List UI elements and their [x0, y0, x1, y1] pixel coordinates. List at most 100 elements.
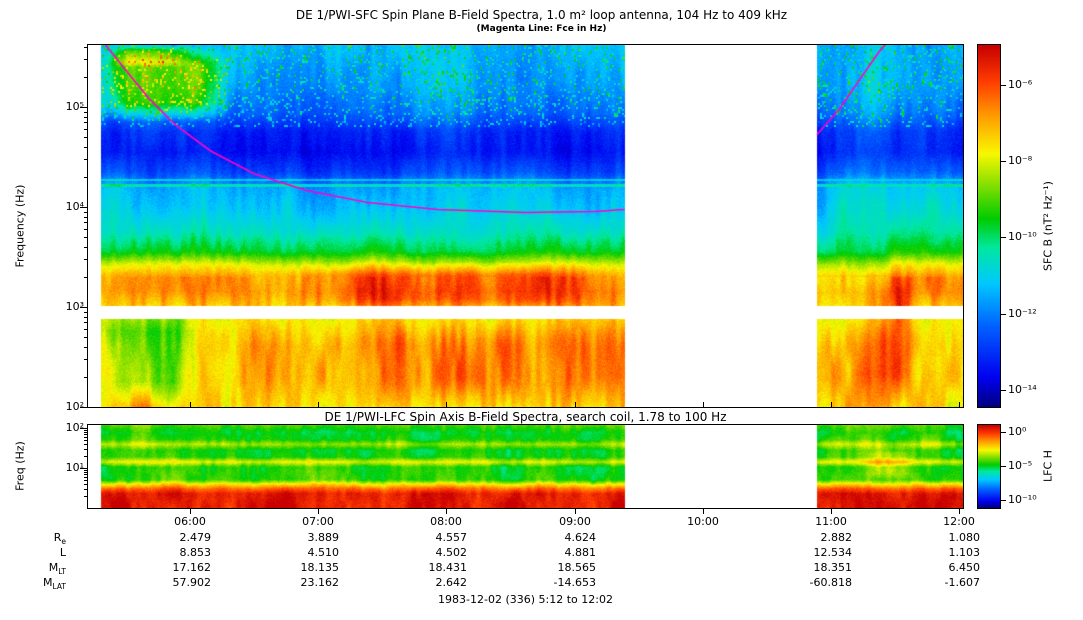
sfc-y-tick-label: 10³ — [65, 300, 84, 313]
sfc-y-minor-tick — [84, 237, 88, 238]
sfc-y-minor-tick — [84, 329, 88, 330]
sfc-y-minor-tick — [84, 259, 88, 260]
lfc-y-minor-tick — [84, 470, 88, 471]
sfc-y-tick-mark — [80, 107, 88, 108]
sfc-colorbar-tick-label: 10⁻¹⁰ — [1008, 230, 1037, 243]
x-tick-label: 06:00 — [174, 515, 206, 528]
lfc-y-minor-tick — [84, 432, 88, 433]
lfc-y-tick-mark — [80, 428, 88, 429]
sfc-y-minor-tick — [84, 137, 88, 138]
sfc-y-minor-tick — [84, 59, 88, 60]
lfc-colorbar-canvas — [978, 425, 1000, 508]
eph-row-label: L — [20, 545, 66, 564]
sfc-y-minor-tick — [84, 122, 88, 123]
eph-value: 2.642 — [435, 576, 468, 589]
sfc-colorbar-tick-label: 10⁻¹⁴ — [1008, 383, 1037, 396]
sfc-title: DE 1/PWI-SFC Spin Plane B-Field Spectra,… — [295, 8, 788, 22]
eph-value: 4.881 — [564, 546, 597, 559]
sfc-colorbar-canvas — [978, 45, 1000, 407]
lfc-y-minor-tick — [84, 449, 88, 450]
lfc-y-minor-tick — [84, 434, 88, 435]
sfc-y-minor-tick — [84, 77, 88, 78]
x-tick-label: 09:00 — [559, 515, 591, 528]
sfc-y-minor-tick — [84, 377, 88, 378]
sfc-y-tick-mark — [80, 407, 88, 408]
eph-row-label-sub: e — [61, 537, 66, 547]
eph-value: 1.103 — [948, 546, 981, 559]
eph-row-label-sub: LAT — [52, 582, 66, 592]
sfc-plot-area — [87, 44, 964, 408]
sfc-y-minor-tick — [84, 359, 88, 360]
lfc-y-minor-tick — [84, 440, 88, 441]
eph-value: 18.431 — [428, 561, 468, 574]
lfc-colorbar-tick-mark — [1001, 500, 1006, 501]
sfc-y-tick-mark — [80, 307, 88, 308]
sfc-colorbar-tick-label: 10⁻⁶ — [1008, 78, 1033, 91]
sfc-y-tick-label: 10⁵ — [65, 100, 84, 113]
eph-value: 17.162 — [172, 561, 212, 574]
eph-value: 12.534 — [813, 546, 853, 559]
sfc-y-tick-label: 10⁴ — [65, 200, 84, 213]
sfc-x-inner-tick — [703, 402, 704, 407]
sfc-colorbar-tick-mark — [1001, 161, 1006, 162]
eph-value: 18.565 — [557, 561, 597, 574]
sfc-y-minor-tick — [84, 129, 88, 130]
sfc-y-minor-tick — [84, 322, 88, 323]
sfc-spectrogram-canvas — [88, 45, 963, 407]
lfc-spectrogram-canvas — [88, 425, 963, 508]
eph-value: 23.162 — [300, 576, 340, 589]
sfc-y-minor-tick — [84, 277, 88, 278]
sfc-colorbar-tick-label: 10⁻¹² — [1008, 307, 1037, 320]
sfc-x-inner-tick — [446, 402, 447, 407]
lfc-colorbar-tick-mark — [1001, 432, 1006, 433]
eph-row-label: Re — [20, 530, 66, 549]
x-tick-label: 10:00 — [687, 515, 719, 528]
lfc-ylabel: Freq (Hz) — [13, 441, 27, 491]
x-tick-mark — [190, 509, 191, 514]
sfc-colorbar-label: SFC B (nT² Hz⁻¹) — [1041, 181, 1055, 271]
sfc-y-tick-label: 10² — [65, 400, 84, 413]
sfc-colorbar — [977, 44, 1001, 408]
lfc-colorbar-tick-label: 10⁻¹⁰ — [1008, 493, 1037, 506]
lfc-colorbar-tick-label: 10⁰ — [1008, 425, 1027, 438]
x-tick-mark — [959, 509, 960, 514]
x-tick-label: 07:00 — [302, 515, 334, 528]
sfc-y-minor-tick — [84, 312, 88, 313]
x-tick-label: 12:00 — [943, 515, 975, 528]
eph-row-label-sub: LT — [58, 567, 66, 577]
sfc-x-inner-tick — [318, 402, 319, 407]
footer-timerange: 1983-12-02 (336) 5:12 to 12:02 — [438, 593, 613, 606]
sfc-y-minor-tick — [84, 177, 88, 178]
x-tick-label: 11:00 — [815, 515, 847, 528]
sfc-y-minor-tick — [84, 337, 88, 338]
eph-value: -1.607 — [944, 576, 980, 589]
sfc-subtitle: (Magenta Line: Fce in Hz) — [476, 24, 607, 34]
lfc-colorbar — [977, 424, 1001, 509]
eph-value: 1.080 — [948, 531, 981, 544]
sfc-colorbar-tick-label: 10⁻⁸ — [1008, 154, 1033, 167]
sfc-y-minor-tick — [84, 112, 88, 113]
sfc-x-inner-tick — [959, 402, 960, 407]
sfc-y-minor-tick — [84, 212, 88, 213]
lfc-y-tick-label: 10¹ — [65, 461, 84, 474]
lfc-y-minor-tick — [84, 489, 88, 490]
eph-row-label: MLAT — [20, 575, 66, 594]
eph-value: 4.624 — [564, 531, 597, 544]
eph-value: 18.351 — [813, 561, 853, 574]
lfc-y-minor-tick — [84, 472, 88, 473]
eph-value: 4.510 — [307, 546, 340, 559]
sfc-x-inner-tick — [831, 402, 832, 407]
sfc-y-minor-tick — [84, 247, 88, 248]
lfc-y-tick-label: 10² — [65, 421, 84, 434]
lfc-y-minor-tick — [84, 430, 88, 431]
eph-value: 2.882 — [820, 531, 853, 544]
eph-row-label-main: R — [53, 531, 62, 544]
sfc-y-minor-tick — [84, 159, 88, 160]
lfc-title: DE 1/PWI-LFC Spin Axis B-Field Spectra, … — [324, 410, 727, 424]
sfc-y-tick-mark — [80, 207, 88, 208]
lfc-colorbar-tick-label: 10⁻⁵ — [1008, 459, 1033, 472]
eph-value: -60.818 — [809, 576, 852, 589]
sfc-y-minor-tick — [84, 229, 88, 230]
eph-value: 4.502 — [435, 546, 468, 559]
